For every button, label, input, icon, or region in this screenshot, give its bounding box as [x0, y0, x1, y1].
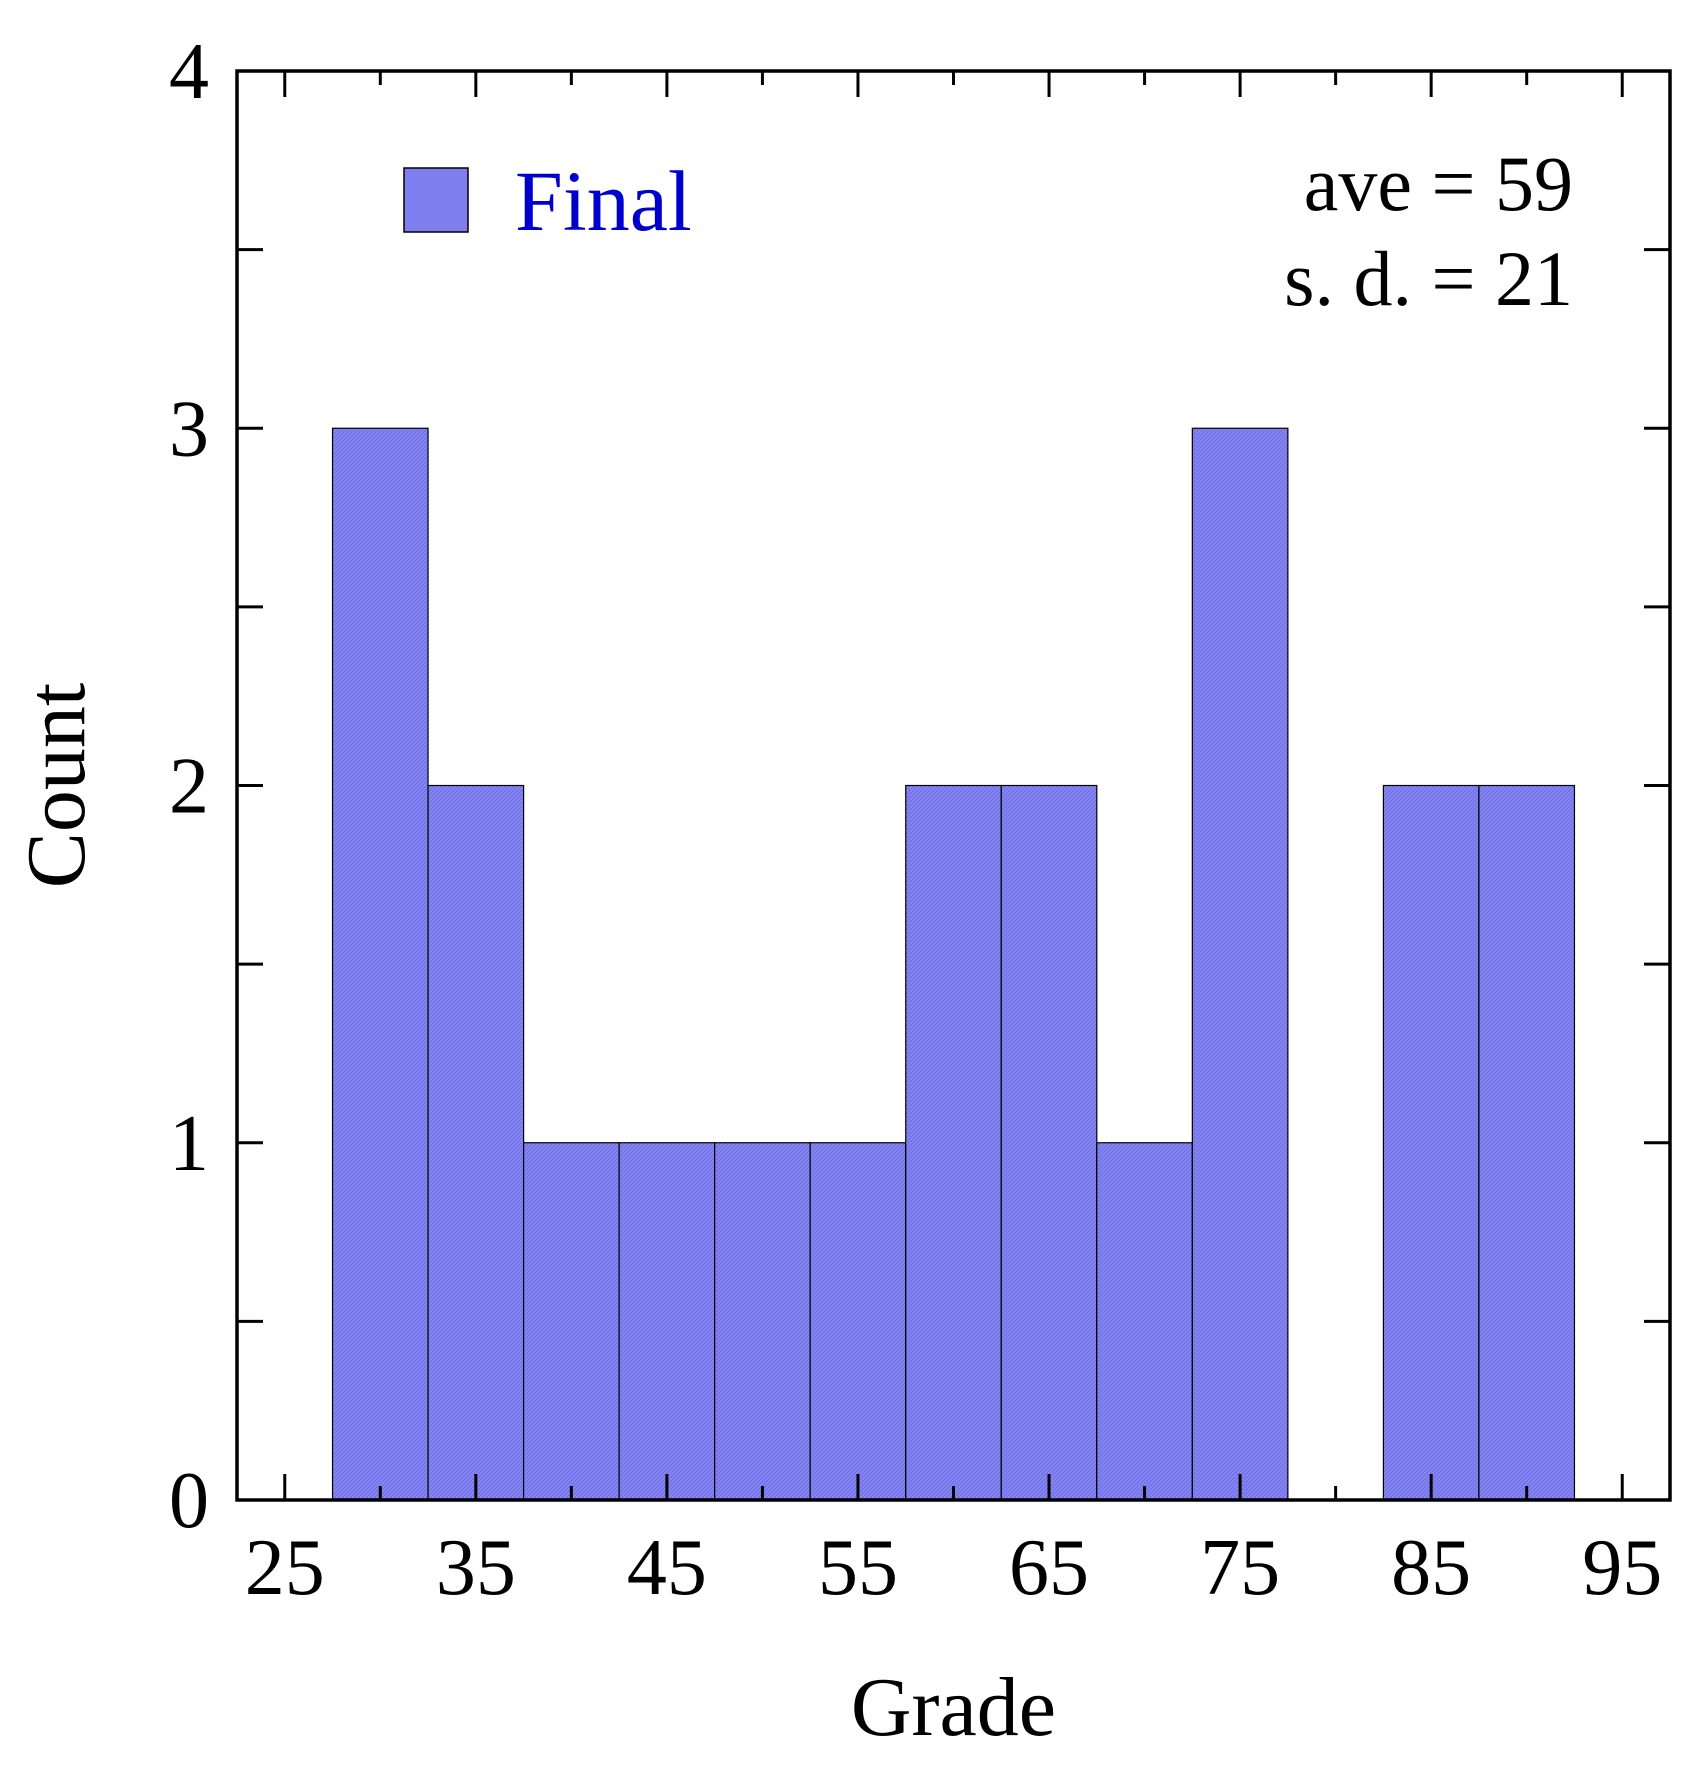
histogram-bar	[331, 427, 429, 1501]
average-annotation: ave = 59	[1304, 140, 1573, 227]
std-dev-annotation: s. d. = 21	[1284, 235, 1573, 322]
y-tick-label: 2	[169, 743, 209, 831]
x-tick-label: 25	[245, 1524, 325, 1612]
y-axis-label: Count	[10, 683, 103, 888]
tick-labels: 25 35 45 55 65 75 85 95 0 1 2 3 4	[169, 28, 1662, 1612]
y-tick-label: 0	[169, 1457, 209, 1545]
y-tick-label: 1	[169, 1100, 209, 1188]
stats-annotation: ave = 59 s. d. = 21	[1284, 140, 1573, 322]
histogram-bar	[809, 1142, 907, 1501]
legend-label-final: Final	[515, 153, 692, 249]
x-tick-label: 35	[436, 1524, 516, 1612]
x-tick-label: 85	[1391, 1524, 1471, 1612]
histogram-bar	[714, 1142, 811, 1501]
ticks-layer	[237, 69, 1670, 1502]
y-tick-label: 3	[169, 385, 209, 473]
histogram-bar	[1096, 1142, 1193, 1501]
histogram-bar	[522, 1142, 620, 1501]
legend-swatch-final	[403, 167, 469, 233]
histogram-bar	[427, 784, 525, 1501]
histogram-bar	[618, 1142, 716, 1501]
histogram-bar	[1382, 784, 1480, 1501]
y-tick-label: 4	[169, 28, 209, 116]
bars-layer	[331, 427, 1576, 1501]
x-tick-label: 55	[818, 1524, 898, 1612]
x-tick-label: 95	[1582, 1524, 1662, 1612]
histogram-bar	[1478, 784, 1576, 1501]
x-tick-label: 45	[627, 1524, 707, 1612]
x-tick-label: 65	[1009, 1524, 1089, 1612]
legend: Final	[403, 153, 692, 249]
x-tick-label: 75	[1200, 1524, 1280, 1612]
histogram-bar	[1191, 427, 1289, 1501]
histogram-bar	[1000, 784, 1098, 1501]
histogram-bar	[905, 784, 1002, 1501]
x-axis-label: Grade	[851, 1661, 1056, 1754]
